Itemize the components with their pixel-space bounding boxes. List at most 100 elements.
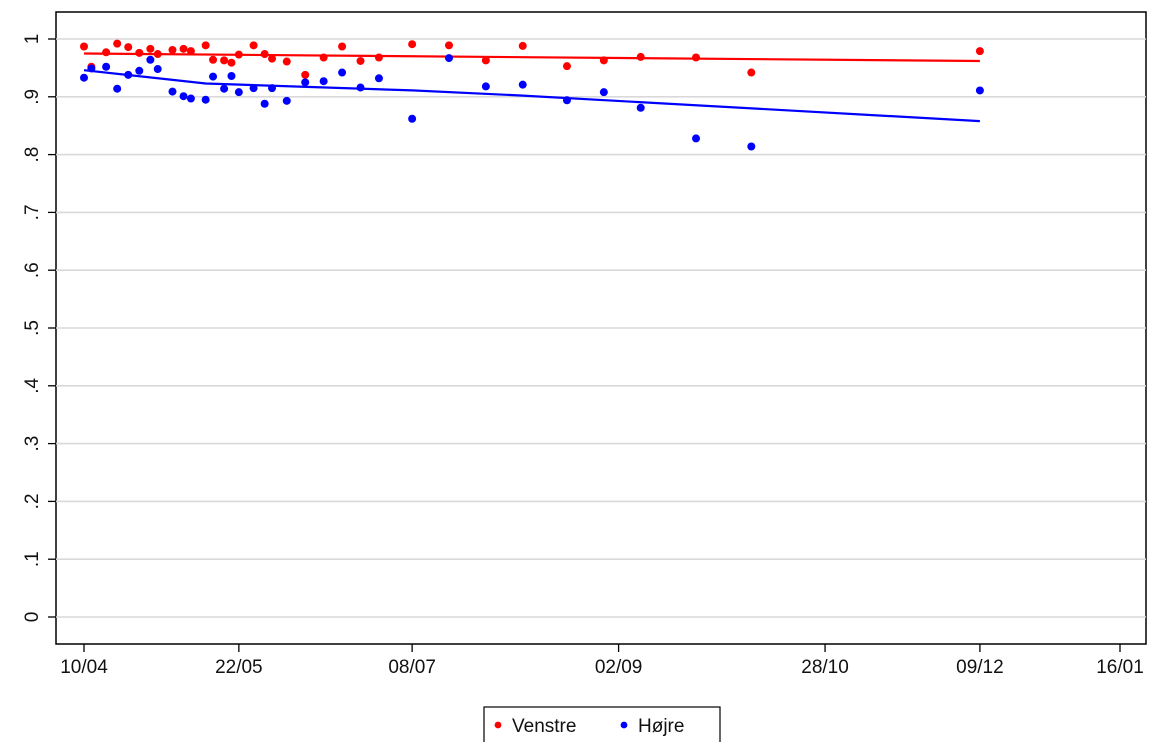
x-tick-label: 08/07	[388, 657, 436, 678]
data-point	[168, 87, 177, 96]
data-point	[636, 103, 645, 112]
data-point	[227, 58, 236, 67]
data-point	[408, 40, 417, 49]
data-point	[153, 65, 162, 74]
data-point	[249, 84, 258, 93]
data-point	[113, 84, 122, 93]
data-point	[692, 134, 701, 143]
legend-label: Venstre	[512, 716, 576, 737]
data-point	[338, 42, 347, 51]
y-tick-label: .1	[22, 551, 43, 567]
gridlines	[56, 38, 1146, 618]
data-point	[268, 84, 277, 93]
data-point	[692, 53, 701, 62]
x-tick-label: 16/01	[1096, 657, 1144, 678]
data-point	[186, 47, 195, 56]
y-tick-label: .7	[22, 204, 43, 220]
y-tick-label: .5	[22, 320, 43, 336]
legend: Venstre Højre	[483, 706, 721, 742]
data-point	[599, 56, 608, 65]
data-point	[249, 41, 258, 50]
data-point	[102, 62, 111, 71]
data-points	[80, 39, 984, 151]
y-tick-label: .4	[22, 377, 43, 393]
data-point	[481, 56, 490, 65]
data-point	[562, 62, 571, 71]
data-point	[599, 88, 608, 97]
data-point	[301, 78, 310, 87]
data-point	[179, 44, 188, 53]
data-point	[319, 53, 328, 62]
data-point	[562, 96, 571, 105]
y-tick-label: .6	[22, 262, 43, 278]
data-point	[209, 55, 218, 64]
data-point	[209, 72, 218, 81]
data-point	[319, 77, 328, 86]
legend-marker	[494, 721, 502, 729]
data-point	[168, 45, 177, 54]
data-point	[444, 54, 453, 63]
data-point	[186, 94, 195, 103]
data-point	[201, 95, 210, 104]
data-point	[282, 96, 291, 105]
x-tick-label: 09/12	[956, 657, 1004, 678]
data-point	[356, 83, 365, 92]
trend-line-series-1	[83, 69, 980, 123]
x-axis: 10/04 22/05 08/07 02/09 28/10 09/12 16/01	[60, 644, 1144, 678]
y-tick-label: .3	[22, 436, 43, 452]
data-point	[636, 52, 645, 61]
data-point	[220, 84, 229, 93]
data-point	[481, 82, 490, 91]
data-point	[135, 66, 144, 75]
legend-box	[483, 706, 721, 742]
legend-label: Højre	[638, 716, 684, 737]
data-point	[747, 68, 756, 77]
data-point	[87, 64, 96, 73]
data-point	[444, 41, 453, 50]
data-point	[518, 80, 527, 89]
data-point	[282, 57, 291, 66]
data-point	[234, 88, 243, 97]
y-tick-label: .2	[22, 493, 43, 509]
data-point	[102, 48, 111, 57]
data-point	[338, 68, 347, 77]
data-point	[201, 41, 210, 50]
data-point	[80, 42, 88, 51]
data-point	[518, 41, 527, 50]
data-point	[135, 48, 144, 57]
data-point	[220, 56, 229, 65]
data-point	[80, 73, 88, 82]
data-point	[113, 39, 122, 48]
data-point	[260, 50, 269, 59]
x-tick-label: 10/04	[60, 657, 108, 678]
data-point	[227, 71, 236, 80]
y-tick-label: 0	[22, 612, 43, 623]
data-point	[260, 99, 269, 108]
data-point	[234, 50, 243, 59]
data-point	[747, 142, 756, 151]
data-point	[146, 55, 155, 64]
data-point	[975, 86, 984, 95]
x-tick-label: 28/10	[801, 657, 849, 678]
y-axis: 0 .1 .2 .3 .4 .5 .6 .7 .8 .9 1	[22, 34, 56, 623]
data-point	[268, 54, 277, 63]
y-tick-label: .8	[22, 147, 43, 163]
x-tick-label: 02/09	[595, 657, 643, 678]
data-point	[301, 70, 310, 79]
y-tick-label: 1	[22, 34, 43, 45]
trend-lines	[83, 52, 980, 123]
data-point	[179, 92, 188, 101]
trend-line-series-0	[83, 52, 980, 63]
data-point	[153, 50, 162, 59]
data-point	[146, 44, 155, 53]
data-point	[124, 43, 133, 52]
data-point	[374, 74, 383, 83]
y-tick-label: .9	[22, 89, 43, 105]
data-point	[356, 56, 365, 65]
data-point	[408, 114, 417, 123]
legend-marker	[620, 721, 628, 729]
x-tick-label: 22/05	[215, 657, 263, 678]
data-point	[975, 47, 984, 56]
data-point	[124, 70, 133, 79]
